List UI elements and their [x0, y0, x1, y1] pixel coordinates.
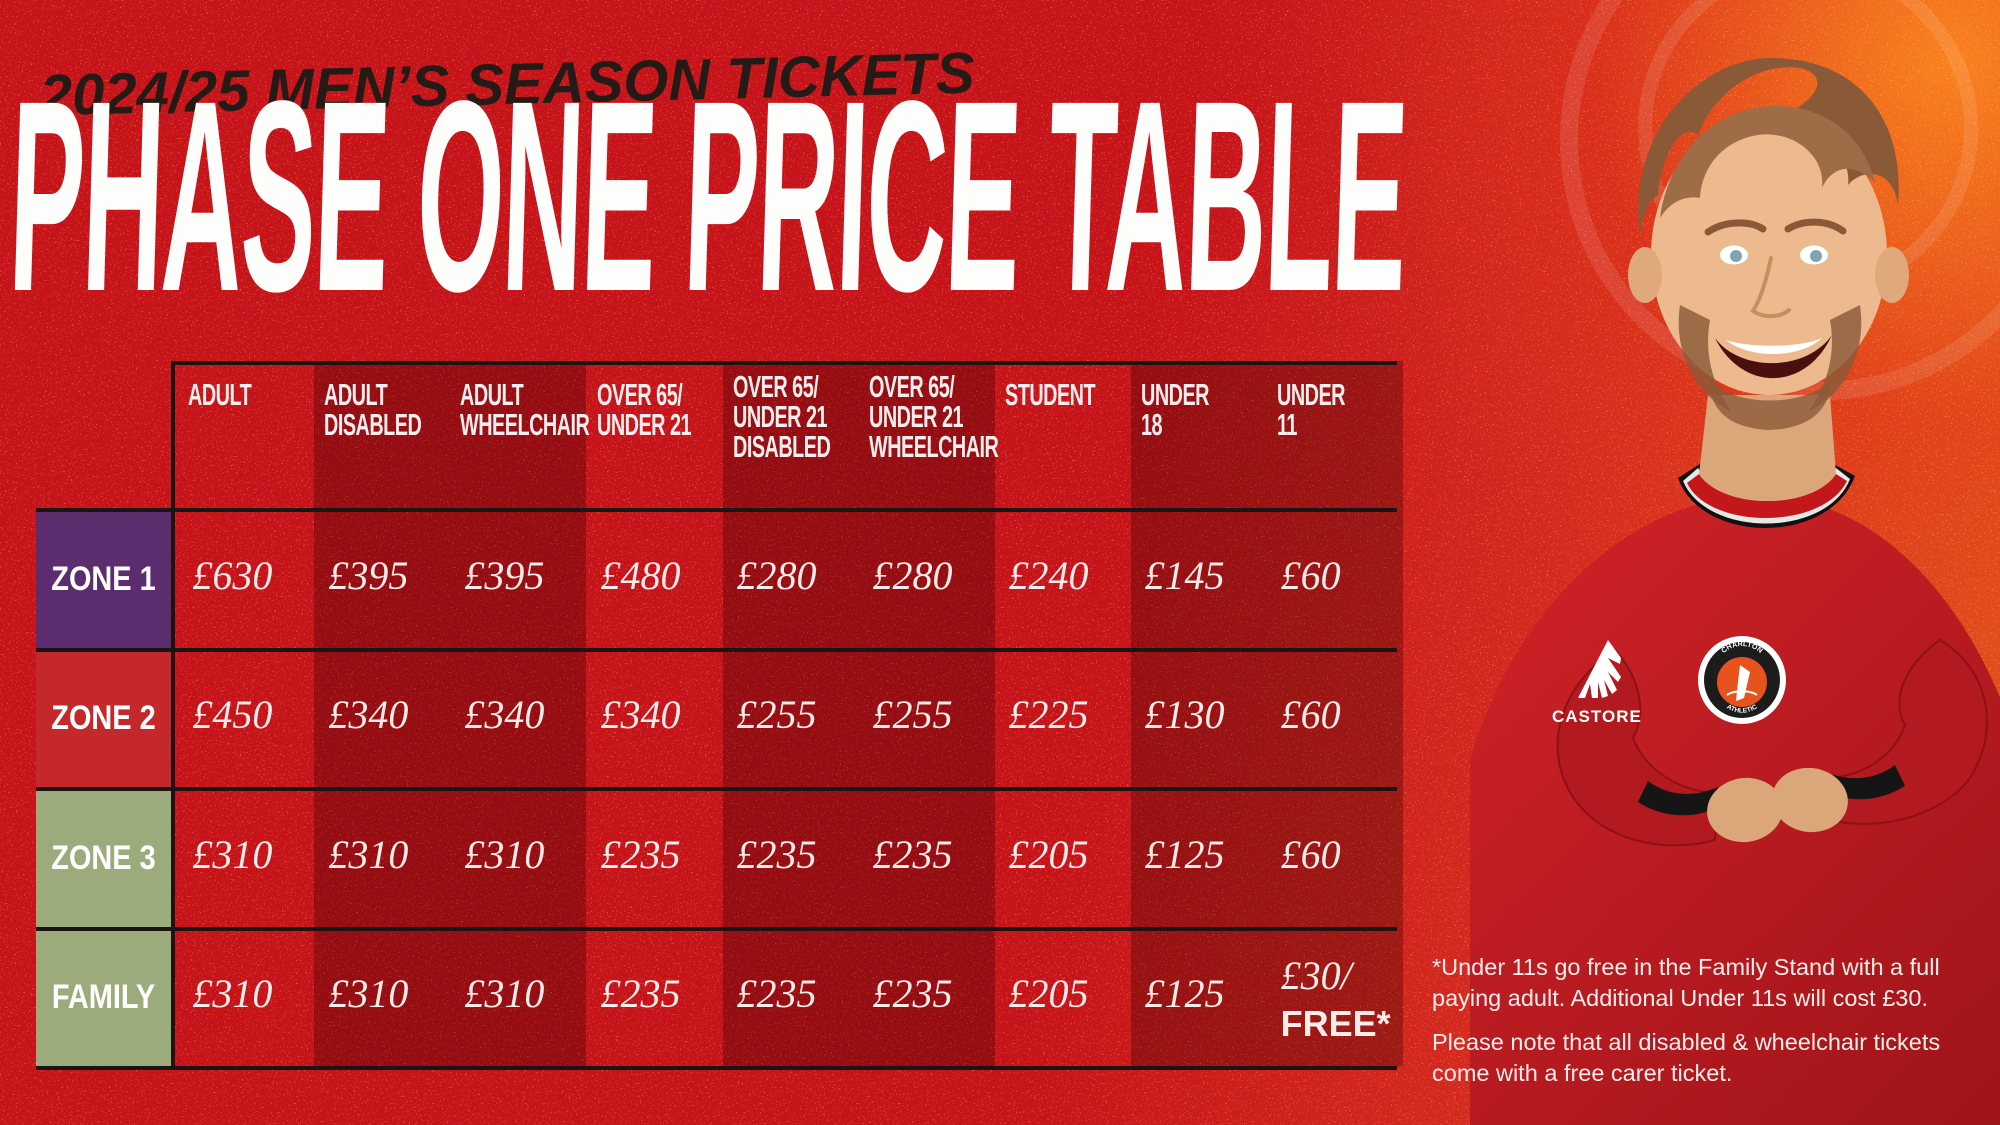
svg-text:CASTORE: CASTORE: [1552, 707, 1642, 726]
